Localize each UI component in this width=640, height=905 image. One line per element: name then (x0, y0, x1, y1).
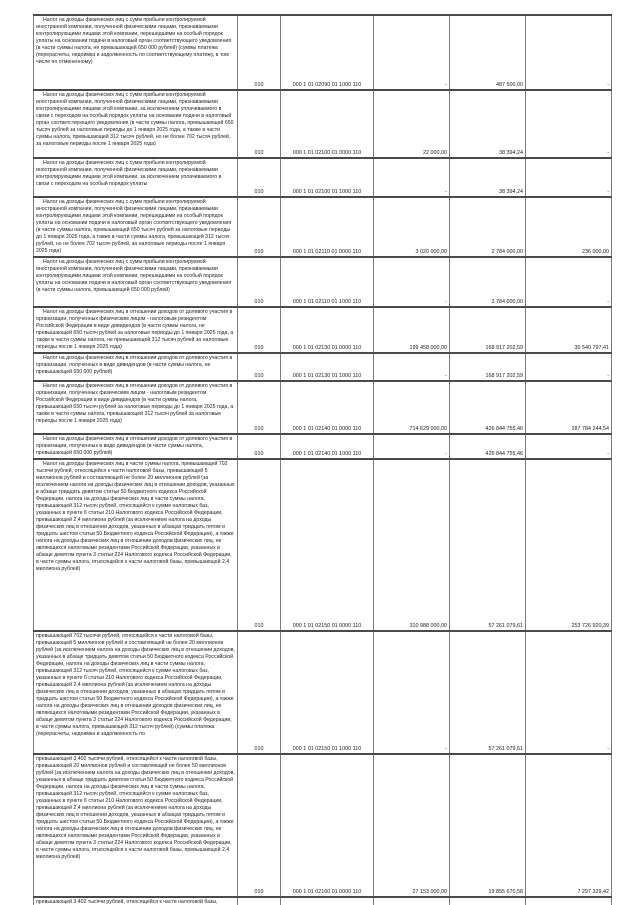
amount-col-2-cell: 426 844 755,46 (449, 434, 526, 460)
table-row: Налог на доходы физических лиц в отношен… (33, 307, 612, 354)
amount-col-2-cell: 2 784 000,00 (449, 257, 526, 308)
amount-col-1-cell: - (373, 631, 450, 755)
kbk-description-cell: Налог на доходы физических лиц в отношен… (33, 381, 238, 435)
table-row-partial: превышающей 3 402 тысячи рублей, относящ… (33, 897, 612, 905)
amount-col-2-cell: 57 261 079,61 (449, 459, 526, 632)
amount-col-2-cell: 2 784 000,00 (449, 197, 526, 258)
amount-col-3-cell (525, 897, 612, 905)
kbk-description-cell: Налог на доходы физических лиц в отношен… (33, 307, 238, 354)
kbk-code-cell: 000 1 01 02110 01 0000 110 (280, 197, 374, 258)
kbk-description-cell: Налог на доходы физических лиц в части с… (33, 459, 238, 632)
amount-col-1-cell: 27 153 000,00 (373, 754, 450, 898)
line-code-cell: 010 (237, 257, 281, 308)
kbk-code-cell: 000 1 01 02160 01 0000 110 (280, 754, 374, 898)
table-row: Налог на доходы физических лиц с сумм пр… (33, 257, 612, 308)
table-row: Налог на доходы физических лиц с сумм пр… (33, 197, 612, 258)
line-code-cell: 010 (237, 353, 281, 382)
kbk-description-cell: Налог на доходы физических лиц с сумм пр… (33, 90, 238, 159)
table-row: Налог на доходы физических лиц в отношен… (33, 434, 612, 460)
kbk-code-cell: 000 1 01 02140 01 1000 110 (280, 434, 374, 460)
amount-col-2-cell: 168 917 202,59 (449, 353, 526, 382)
amount-col-3-cell: 30 540 797,41 (525, 307, 612, 354)
kbk-code-cell: 000 1 01 02100 01 1000 110 (280, 158, 374, 198)
amount-col-3-cell: - (525, 257, 612, 308)
amount-col-1-cell: - (373, 15, 450, 91)
line-code-cell: 010 (237, 90, 281, 159)
table-row: Налог на доходы физических лиц в части с… (33, 459, 612, 632)
amount-col-1-cell: 310 988 000,00 (373, 459, 450, 632)
kbk-description-cell: Налог на доходы физических лиц с сумм пр… (33, 158, 238, 198)
amount-col-2-cell: 19 855 670,58 (449, 754, 526, 898)
amount-col-1-cell: 22 000,00 (373, 90, 450, 159)
amount-col-2-cell: 57 261 079,61 (449, 631, 526, 755)
amount-col-3-cell: 236 000,00 (525, 197, 612, 258)
amount-col-2-cell (449, 897, 526, 905)
table-row: превышающей 702 тысячи рублей, относящей… (33, 631, 612, 755)
amount-col-1-cell: - (373, 434, 450, 460)
line-code-cell: 010 (237, 15, 281, 91)
amount-col-1-cell: 199 458 000,00 (373, 307, 450, 354)
amount-col-3-cell: - (525, 353, 612, 382)
line-code-cell: 010 (237, 197, 281, 258)
amount-col-2-cell: 487 500,00 (449, 15, 526, 91)
kbk-description-cell: Налог на доходы физических лиц в отношен… (33, 353, 238, 382)
amount-col-2-cell: 168 917 202,59 (449, 307, 526, 354)
line-code-cell: 010 (237, 381, 281, 435)
amount-col-2-cell: 426 844 755,46 (449, 381, 526, 435)
amount-col-1-cell: - (373, 257, 450, 308)
amount-col-2-cell: 38 394,24 (449, 158, 526, 198)
kbk-description-cell: Налог на доходы физических лиц в отношен… (33, 434, 238, 460)
amount-col-1-cell: 3 020 000,00 (373, 197, 450, 258)
kbk-code-cell (280, 897, 374, 905)
amount-col-1-cell: 714 629 000,00 (373, 381, 450, 435)
kbk-code-cell: 000 1 01 02100 01 0000 110 (280, 90, 374, 159)
table-row: превышающей 3 402 тысячи рублей, относящ… (33, 754, 612, 898)
amount-col-3-cell: - (525, 158, 612, 198)
amount-col-3-cell: 253 726 920,39 (525, 459, 612, 632)
kbk-description-cell: превышающей 3 402 тысячи рублей, относящ… (33, 897, 238, 905)
amount-col-3-cell: - (525, 15, 612, 91)
kbk-code-cell: 000 1 01 02090 01 1000 110 (280, 15, 374, 91)
kbk-description-cell: превышающей 3 402 тысячи рублей, относящ… (33, 754, 238, 898)
kbk-code-cell: 000 1 01 02150 01 1000 110 (280, 631, 374, 755)
line-code-cell (237, 897, 281, 905)
amount-col-2-cell: 38 394,24 (449, 90, 526, 159)
line-code-cell: 010 (237, 434, 281, 460)
amount-col-1-cell: - (373, 353, 450, 382)
table-row: Налог на доходы физических лиц в отношен… (33, 381, 612, 435)
amount-col-1-cell: - (373, 158, 450, 198)
amount-col-3-cell: 287 784 244,54 (525, 381, 612, 435)
kbk-code-cell: 000 1 01 02140 01 0000 110 (280, 381, 374, 435)
kbk-code-cell: 000 1 01 02130 01 0000 110 (280, 307, 374, 354)
kbk-table-body: Налог на доходы физических лиц с сумм пр… (33, 15, 612, 905)
kbk-report-table: Налог на доходы физических лиц с сумм пр… (33, 14, 612, 905)
amount-col-3-cell: 7 297 329,42 (525, 754, 612, 898)
kbk-description-cell: превышающей 702 тысячи рублей, относящей… (33, 631, 238, 755)
kbk-description-cell: Налог на доходы физических лиц с сумм пр… (33, 15, 238, 91)
line-code-cell: 010 (237, 307, 281, 354)
line-code-cell: 010 (237, 631, 281, 755)
table-row: Налог на доходы физических лиц с сумм пр… (33, 15, 612, 91)
kbk-code-cell: 000 1 01 02150 01 0000 110 (280, 459, 374, 632)
line-code-cell: 010 (237, 459, 281, 632)
line-code-cell: 010 (237, 158, 281, 198)
amount-col-3-cell: - (525, 434, 612, 460)
kbk-description-cell: Налог на доходы физических лиц с сумм пр… (33, 197, 238, 258)
table-row: Налог на доходы физических лиц с сумм пр… (33, 158, 612, 198)
amount-col-1-cell (373, 897, 450, 905)
line-code-cell: 010 (237, 754, 281, 898)
kbk-description-cell: Налог на доходы физических лиц с сумм пр… (33, 257, 238, 308)
kbk-code-cell: 000 1 01 02110 01 1000 110 (280, 257, 374, 308)
amount-col-3-cell: - (525, 90, 612, 159)
table-row: Налог на доходы физических лиц с сумм пр… (33, 90, 612, 159)
table-row: Налог на доходы физических лиц в отношен… (33, 353, 612, 382)
amount-col-3-cell: - (525, 631, 612, 755)
kbk-code-cell: 000 1 01 02130 01 1000 110 (280, 353, 374, 382)
